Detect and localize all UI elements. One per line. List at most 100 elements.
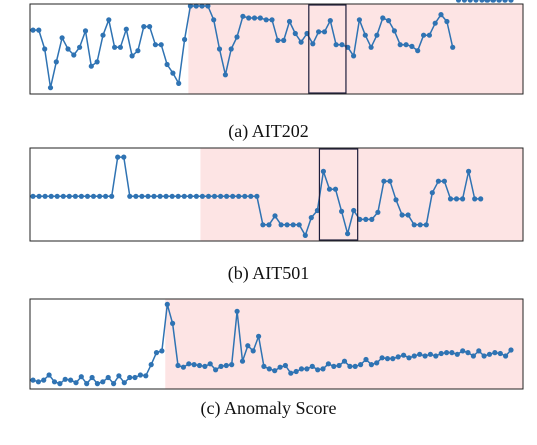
chart-a-point	[216, 46, 223, 52]
chart-b-point	[169, 193, 175, 199]
chart-b-point	[30, 193, 36, 199]
chart-a-point	[374, 32, 380, 38]
chart-c-point	[89, 374, 95, 381]
chart-a-point	[257, 15, 263, 21]
chart-a-point	[82, 28, 89, 34]
chart-a-point	[362, 32, 368, 38]
chart-b-point	[181, 193, 187, 199]
chart-b-point	[363, 216, 369, 222]
chart-a-point	[147, 24, 153, 30]
chart-c-point	[202, 363, 208, 369]
chart-c-point	[41, 377, 47, 383]
chart-a-point	[333, 42, 339, 48]
chart-c-point	[417, 351, 423, 357]
chart-a-point	[263, 17, 269, 23]
chart-b-point	[60, 193, 66, 199]
chart-c-point	[35, 379, 42, 385]
chart-a-point	[386, 18, 392, 24]
chart-c-point	[282, 362, 288, 369]
chart-b-point	[48, 193, 54, 199]
chart-c-point	[427, 351, 433, 357]
chart-c-point	[433, 353, 439, 359]
chart-b-point	[484, 0, 490, 3]
chart-a-point	[316, 29, 322, 35]
chart-b-point	[115, 154, 121, 160]
chart-c-point	[100, 379, 106, 385]
chart-a-point	[152, 42, 158, 48]
chart-a-point	[65, 46, 71, 52]
chart-b-point	[109, 193, 115, 199]
chart-a-point	[275, 37, 281, 44]
chart-b-point	[236, 193, 242, 199]
chart-b-point	[205, 193, 212, 199]
chart-a-point	[59, 35, 65, 41]
chart-b-point	[490, 0, 496, 3]
chart-c-point	[277, 364, 283, 370]
chart-a-point	[409, 43, 415, 50]
chart-c-caption: (c) Anomaly Score	[200, 398, 337, 418]
chart-b-point	[308, 215, 314, 221]
chart-c-point	[465, 350, 471, 356]
chart-a-frame	[29, 3, 524, 95]
chart-c-point	[148, 362, 154, 368]
chart-b-point	[314, 207, 320, 214]
chart-b-point	[72, 193, 78, 199]
chart-a-point	[164, 61, 170, 68]
chart-b-point	[496, 0, 502, 3]
chart-b-point	[357, 216, 363, 222]
chart-c-point	[401, 352, 407, 358]
chart-c-point	[121, 380, 127, 386]
chart-c-point	[503, 353, 509, 359]
chart-b-point	[199, 193, 205, 199]
chart-a-caption: (a) AIT202	[228, 121, 309, 141]
chart-b-point	[133, 193, 139, 199]
chart-b-point	[278, 222, 284, 228]
chart-b-point	[242, 193, 248, 199]
chart-a-point	[438, 12, 444, 18]
chart-a-point	[240, 13, 246, 19]
chart-c-point	[164, 301, 170, 307]
chart-b-point	[345, 231, 351, 237]
chart-a-point	[36, 27, 42, 33]
chart-a-point	[123, 26, 129, 32]
chart-b-plot	[29, 0, 524, 242]
chart-a-point	[30, 27, 36, 33]
chart-a-point	[426, 32, 432, 38]
chart-a-point	[211, 17, 217, 23]
chart-a-point	[205, 3, 211, 9]
chart-b-point	[266, 222, 272, 228]
chart-c-point	[46, 372, 52, 378]
chart-c-point	[298, 366, 305, 372]
chart-a-point	[129, 53, 135, 59]
chart-c-point	[170, 320, 176, 326]
chart-b-frame	[29, 147, 524, 242]
chart-c-plot	[29, 298, 524, 390]
chart-b-point	[121, 154, 127, 160]
chart-b-point	[405, 212, 411, 218]
chart-a-point	[473, 0, 479, 3]
chart-a-point	[251, 15, 258, 21]
chart-c-point	[68, 377, 74, 383]
chart-c-point	[315, 367, 321, 373]
chart-c-point	[180, 364, 186, 370]
chart-b-point	[163, 193, 169, 199]
chart-a-point	[187, 3, 193, 9]
chart-c-point	[470, 353, 476, 359]
chart-c-point	[196, 362, 203, 369]
chart-c-point	[51, 379, 58, 385]
chart-c-point	[476, 348, 482, 354]
chart-a-point	[269, 17, 275, 23]
chart-c-point	[132, 374, 138, 381]
chart-b-point	[508, 0, 514, 3]
chart-b-point	[447, 196, 454, 202]
chart-a-point	[176, 80, 182, 86]
chart-b-point	[429, 190, 435, 196]
chart-b-point	[78, 193, 84, 199]
chart-c-point	[406, 355, 412, 361]
chart-a-point	[467, 0, 473, 3]
chart-c-point	[320, 366, 326, 372]
chart-b-point	[90, 193, 97, 199]
chart-c-point	[390, 356, 396, 362]
chart-a-point	[310, 41, 316, 47]
chart-b-point	[472, 196, 478, 202]
